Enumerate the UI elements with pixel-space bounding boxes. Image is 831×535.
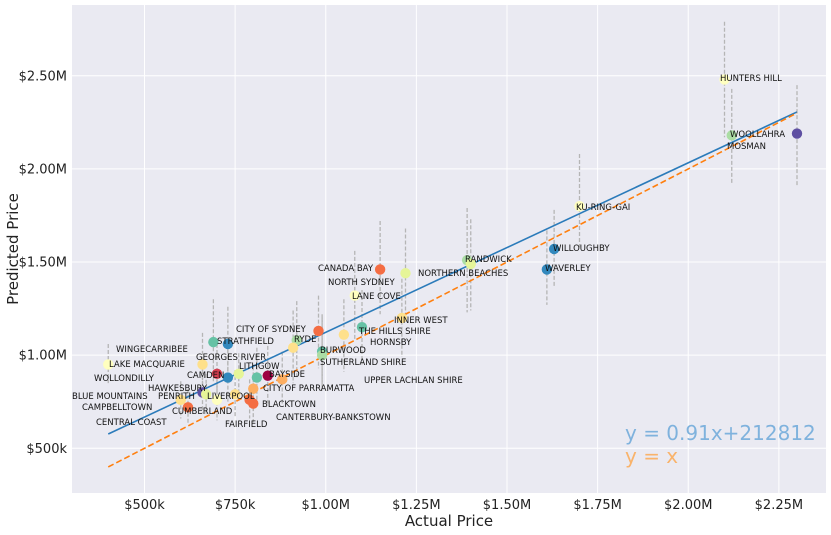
tick-labels: $500k $750k $1.00M $1.25M $1.50M $1.75M $2.00M… xyxy=(19,69,804,513)
point-label: NORTHERN BEACHES xyxy=(418,269,508,279)
identity-line xyxy=(107,112,798,468)
point-label: WILLOUGHBY xyxy=(553,244,610,254)
data-point xyxy=(791,128,803,139)
point-label: CANTERBURY-BANKSTOWN xyxy=(276,413,391,423)
point-label: PENRITH xyxy=(158,392,195,402)
point-label: BURWOOD xyxy=(320,346,366,356)
data-point xyxy=(182,402,194,413)
point-label: CANADA BAY xyxy=(318,264,374,274)
y-tick-label: $500k xyxy=(26,442,67,457)
data-point xyxy=(262,370,273,381)
point-label: HAWKESBURY xyxy=(148,384,208,394)
data-point xyxy=(103,359,114,370)
data-point xyxy=(211,394,223,406)
data-point xyxy=(233,368,244,379)
point-label: LIVERPOOL xyxy=(207,392,255,402)
point-label: RANDWICK xyxy=(465,255,512,265)
point-label: NORTH SYDNEY xyxy=(328,278,395,288)
point-label: CUMBERLAND xyxy=(172,407,233,417)
data-point xyxy=(222,338,234,350)
data-point xyxy=(175,394,186,406)
point-label: CAMPBELLTOWN xyxy=(82,403,152,413)
point-label: GEORGES RIVER xyxy=(196,353,266,363)
data-points xyxy=(103,74,803,413)
x-tick-label: $750k xyxy=(215,498,256,513)
data-point xyxy=(200,389,212,400)
point-label: FAIRFIELD xyxy=(225,420,268,430)
x-tick-label: $1.50M xyxy=(483,498,531,513)
data-point xyxy=(248,398,259,409)
y-tick-label: $1.50M xyxy=(19,256,67,271)
data-point xyxy=(338,329,350,340)
y-tick-label: $2.00M xyxy=(19,162,67,177)
grid-lines xyxy=(72,5,826,493)
data-point xyxy=(719,74,730,85)
point-label: HORNSBY xyxy=(370,338,412,348)
x-tick-label: $500k xyxy=(124,498,165,513)
data-point xyxy=(726,130,737,141)
point-label: SUTHERLAND SHIRE xyxy=(320,358,406,368)
point-label: BLUE MOUNTAINS xyxy=(72,392,148,402)
point-label: STRATHFIELD xyxy=(217,337,274,347)
point-label: INNER WEST xyxy=(394,316,448,326)
data-point xyxy=(316,349,328,361)
fit-equation-label: y = 0.91x+212812 xyxy=(625,421,816,445)
data-point xyxy=(208,336,219,348)
data-point xyxy=(349,290,360,301)
data-point xyxy=(229,389,241,400)
y-axis-label: Predicted Price xyxy=(4,193,22,305)
point-label: UPPER LACHLAN SHIRE xyxy=(364,376,463,386)
point-label: THE HILLS SHIRE xyxy=(358,327,431,337)
data-point xyxy=(313,325,324,337)
point-label: LANE COVE xyxy=(352,292,401,302)
point-label: MOSMAN xyxy=(727,142,766,152)
data-point xyxy=(574,200,585,212)
x-tick-label: $1.75M xyxy=(573,498,621,513)
point-label: LITHGOW xyxy=(239,362,280,372)
trend-lines xyxy=(107,111,798,468)
x-tick-label: $2.00M xyxy=(664,498,712,513)
data-point xyxy=(465,258,476,270)
data-point xyxy=(211,368,223,379)
x-tick-label: $1.00M xyxy=(302,498,350,513)
data-point xyxy=(374,264,386,275)
data-point xyxy=(356,322,368,333)
point-labels: HUNTERS HILL WOOLLAHRA MOSMAN KU-RING-GAI WI… xyxy=(72,74,785,430)
data-point xyxy=(548,243,560,255)
point-label: RYDE xyxy=(294,335,316,345)
plot-background xyxy=(72,5,826,493)
data-point xyxy=(400,268,411,279)
point-label: WAVERLEY xyxy=(545,264,591,274)
point-label: BAYSIDE xyxy=(269,370,305,380)
point-label: WINGECARRIBEE xyxy=(116,345,188,355)
data-point xyxy=(251,372,263,383)
data-point xyxy=(541,264,553,275)
y-tick-label: $2.50M xyxy=(19,69,67,84)
point-label: CITY OF PARRAMATTA xyxy=(263,384,355,394)
point-label: WOOLLAHRA xyxy=(730,130,785,140)
data-point xyxy=(287,342,299,353)
fit-line xyxy=(107,111,798,435)
point-label: CITY OF SYDNEY xyxy=(236,325,307,335)
point-label: BLACKTOWN xyxy=(262,400,316,410)
point-label: HUNTERS HILL xyxy=(720,74,782,84)
point-label: CENTRAL COAST xyxy=(96,418,167,428)
data-point xyxy=(396,312,408,324)
point-label: WOLLONDILLY xyxy=(94,374,155,384)
data-point xyxy=(222,372,234,383)
y-tick-label: $1.00M xyxy=(19,349,67,364)
identity-equation-label: y = x xyxy=(625,444,678,468)
x-axis-label: Actual Price xyxy=(405,512,493,530)
data-point xyxy=(277,374,288,385)
data-point xyxy=(197,359,208,370)
data-point xyxy=(248,383,259,394)
x-tick-label: $2.25M xyxy=(755,498,803,513)
x-tick-label: $1.25M xyxy=(392,498,440,513)
point-label: CAMDEN xyxy=(187,371,224,381)
point-label: KU-RING-GAI xyxy=(576,203,630,213)
point-label: LAKE MACQUARIE xyxy=(109,360,185,370)
